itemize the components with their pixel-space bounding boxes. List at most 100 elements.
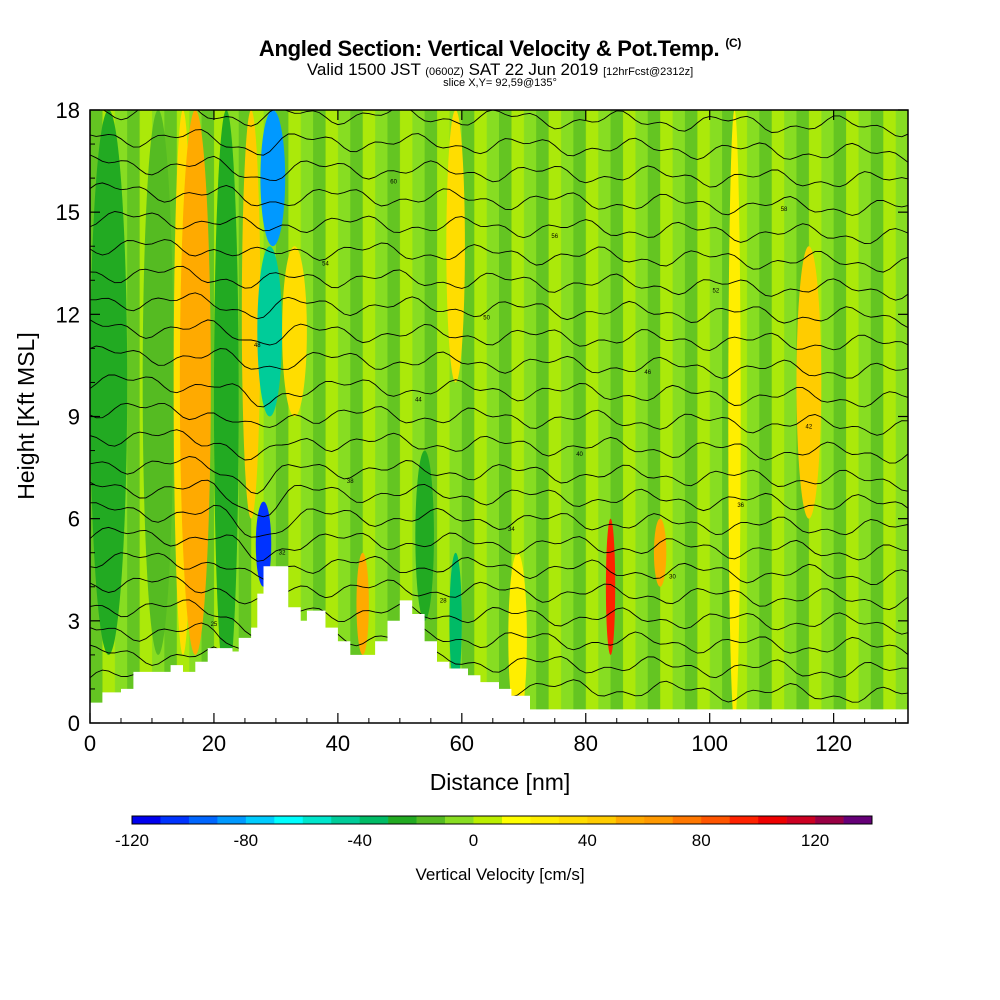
field-column [337,110,351,723]
colorbar-swatch [416,816,446,824]
isentrope-line [90,402,908,436]
velocity-band-18 [728,110,741,723]
field-column [759,110,773,723]
colorbar-swatch [701,816,730,824]
field-column [313,110,326,723]
x-axis-title: Distance [nm] [430,769,571,795]
colorbar-swatch [843,816,873,824]
field-column [375,110,388,723]
isentrope-line [102,110,908,138]
velocity-band-1 [142,110,174,655]
colorbar-tick-label: -120 [115,831,149,850]
colorbar-swatch [331,816,360,824]
colorbar-swatch [615,816,645,824]
velocity-band-0 [90,110,128,655]
velocity-band-15 [508,552,527,723]
field-column [833,110,847,723]
field-column [300,110,314,723]
velocity-band-12 [415,450,434,621]
isentrope-line [90,599,908,636]
isentrope-label: 56 [551,234,558,240]
isentrope-line [90,526,908,562]
isentrope-label: 38 [347,479,354,485]
colorbar-swatch [644,816,674,824]
colorbar-tick-label: 40 [578,831,597,850]
colorbar-swatch [502,816,531,824]
field-column [622,110,636,723]
field-column [709,110,723,723]
field-column [399,110,413,723]
field-column [573,110,587,723]
velocity-band-13 [446,110,465,383]
y-tick-label: 3 [68,609,80,634]
field-column [660,110,674,723]
field-column [784,110,797,723]
colorbar-swatch [302,816,332,824]
isentrope-label: 46 [644,370,651,376]
terrain-fill [90,566,908,723]
isentrope-label: 28 [440,598,447,604]
isentrope-label: 42 [806,425,813,431]
colorbar-swatch [530,816,560,824]
colorbar-swatch [445,816,474,824]
colorbar-swatch [558,816,588,824]
isentrope-label: 52 [713,288,720,294]
y-tick-label: 15 [56,200,80,225]
velocity-band-6 [241,110,261,519]
colorbar-swatch [359,816,389,824]
colorbar-swatch [132,816,161,824]
x-tick-label: 20 [202,731,226,756]
field-column [387,110,401,723]
slice-info: slice X,Y= 92,59@135° [443,77,557,89]
colorbar-swatch [245,816,275,824]
field-column [684,110,698,723]
valid-time: Valid 1500 JST [306,60,421,79]
isentrope-line [90,575,908,611]
isentrope-line [90,292,908,328]
terrain-mask [90,566,908,723]
field-column [846,110,859,723]
isentrope-label: 32 [279,551,286,557]
field-column [746,110,760,723]
colorbar-swatch [729,816,759,824]
isentrope-line [90,456,908,495]
field-column [523,110,537,723]
colorbar-tick-label: 80 [692,831,711,850]
velocity-band-9 [257,246,283,417]
velocity-band-17 [653,518,667,587]
isentrope-line [90,129,908,163]
colorbar-swatch [217,816,247,824]
colorbar-tick-label: -40 [347,831,372,850]
isentrope-label: 40 [576,452,583,458]
colorbar-swatch [274,816,304,824]
isentrope-label: 34 [508,527,515,533]
chart-title-text: Angled Section: Vertical Velocity & Pot.… [258,36,720,61]
isentrope-line [90,319,908,351]
isentrope-line [90,552,908,585]
isentrope-line [90,345,908,379]
isentrope-label: 25 [211,622,218,628]
velocity-band-8 [260,110,286,247]
field-column [325,110,339,723]
chart-title-unit: (C) [725,36,742,50]
y-axis-title: Height [Kft MSL] [13,332,39,499]
chart-subtitle: Valid 1500 JST (0600Z) SAT 22 Jun 2019 [… [0,60,1000,80]
field-column [672,110,686,723]
colorbar-tick-label: -80 [234,831,259,850]
isentrope-label: 44 [415,397,422,403]
field-column [821,110,835,723]
y-tick-label: 9 [68,405,80,430]
x-tick-label: 120 [815,731,852,756]
x-tick-label: 60 [450,731,474,756]
velocity-band-4 [179,110,211,655]
potential-temperature-contours: 25 28 30 32 34 36 38 40 42 44 46 48 50 52 54 56 58 60 [90,110,908,706]
isentrope-label: 60 [390,180,397,186]
colorbar-swatch [587,816,617,824]
isentrope-label: 54 [322,261,329,267]
isentrope-line [90,182,908,216]
colorbar-swatch [786,816,816,824]
isentrope-line [90,502,908,538]
isentrope-line [90,479,908,518]
